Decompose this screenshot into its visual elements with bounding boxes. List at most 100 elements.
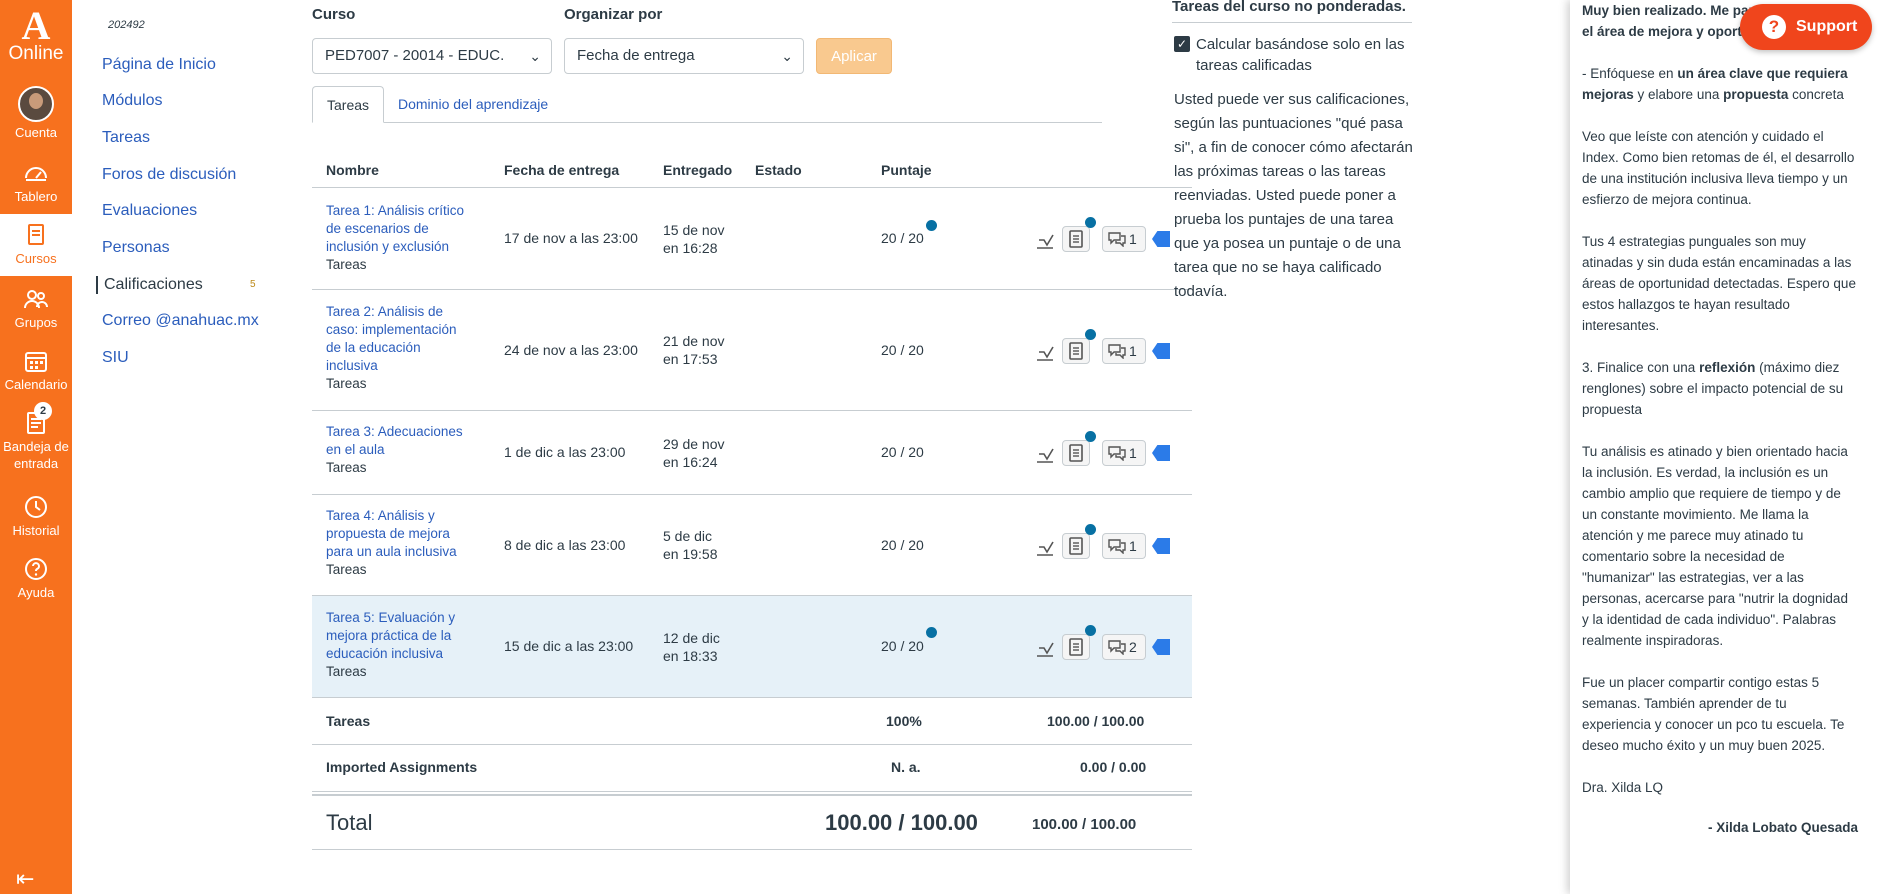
submission-details-button[interactable] bbox=[1062, 625, 1096, 660]
global-nav-label: Tablero bbox=[14, 189, 58, 204]
sort-select-label: Organizar por bbox=[564, 6, 663, 23]
submission-details-button[interactable] bbox=[1062, 217, 1096, 252]
assignment-link[interactable]: Tarea 5: Evaluación y mejora práctica de… bbox=[326, 610, 456, 661]
assignment-link[interactable]: Tarea 1: Análisis crítico de escenarios … bbox=[326, 203, 465, 254]
assignment-link[interactable]: Tarea 4: Análisis y propuesta de mejora … bbox=[326, 508, 457, 559]
comments-button[interactable]: 1 bbox=[1102, 440, 1146, 466]
group-percent: 100% bbox=[886, 713, 922, 729]
rubric-check-icon[interactable] bbox=[1034, 230, 1056, 252]
global-nav-courses[interactable]: Cursos bbox=[0, 214, 72, 276]
support-button[interactable]: ? Support bbox=[1740, 4, 1872, 50]
tab-assignments[interactable]: Tareas bbox=[312, 86, 385, 123]
logo-text: Online bbox=[8, 43, 64, 64]
global-nav-label: Historial bbox=[12, 523, 60, 538]
anahuac-online-logo[interactable]: A Online bbox=[0, 0, 72, 76]
sort-select[interactable]: Fecha de entrega ⌄ bbox=[564, 38, 804, 74]
assignment-name-cell: Tarea 2: Análisis de caso: implementació… bbox=[326, 303, 466, 393]
comment-text: (máximo diez renglones) sobre el impacto… bbox=[1582, 360, 1844, 417]
comments-button[interactable]: 2 bbox=[1102, 634, 1146, 660]
comment-tray-flag-icon[interactable] bbox=[1152, 445, 1170, 461]
calendar-icon bbox=[25, 352, 47, 372]
apply-button[interactable]: Aplicar bbox=[816, 38, 892, 74]
comment-tray-flag-icon[interactable] bbox=[1152, 639, 1170, 655]
tab-learning-mastery[interactable]: Dominio del aprendizaje bbox=[398, 96, 549, 112]
column-header-status[interactable]: Estado bbox=[755, 162, 802, 178]
clipboard-icon bbox=[1069, 342, 1083, 360]
table-row: Tarea 3: Adecuaciones en el aula Tareas … bbox=[312, 411, 1192, 495]
grades-sidebar: Tareas del curso no ponderadas. ✓ Calcul… bbox=[1172, 0, 1413, 300]
groups-icon bbox=[24, 290, 48, 309]
submitted-day: 5 de dic bbox=[663, 528, 713, 544]
graded-only-checkbox[interactable]: ✓ bbox=[1174, 36, 1190, 52]
comments-button[interactable]: 1 bbox=[1102, 533, 1146, 559]
course-nav-assignments[interactable]: Tareas bbox=[102, 129, 151, 146]
global-nav-help[interactable]: Ayuda bbox=[0, 556, 72, 601]
score-value[interactable]: 20 / 20 bbox=[881, 444, 924, 460]
course-nav-people[interactable]: Personas bbox=[102, 239, 170, 256]
column-header-score[interactable]: Puntaje bbox=[881, 162, 932, 178]
comment-paragraph: - Enfóquese en un área clave que requier… bbox=[1582, 63, 1858, 105]
course-nav-quizzes[interactable]: Evaluaciones bbox=[102, 202, 198, 219]
assignment-name-cell: Tarea 5: Evaluación y mejora práctica de… bbox=[326, 609, 466, 681]
global-nav-groups[interactable]: Grupos bbox=[0, 286, 72, 331]
comments-button[interactable]: 1 bbox=[1102, 338, 1146, 364]
course-nav-siu[interactable]: SIU bbox=[102, 349, 129, 366]
global-nav-account[interactable]: Cuenta bbox=[0, 86, 72, 141]
score-value[interactable]: 20 / 20 bbox=[881, 342, 924, 358]
global-nav-label: Bandeja de entrada bbox=[3, 439, 69, 471]
comments-button[interactable]: 1 bbox=[1102, 226, 1146, 252]
unread-dot bbox=[1085, 524, 1096, 535]
anahuac-logo-mark: A bbox=[21, 3, 51, 48]
submission-details-button[interactable] bbox=[1062, 431, 1096, 466]
submitted-day: 21 de nov bbox=[663, 333, 725, 349]
global-nav-dashboard[interactable]: Tablero bbox=[0, 160, 72, 205]
submitted-date: 5 de dic en 19:58 bbox=[663, 527, 718, 563]
comment-text: y elabore una bbox=[1633, 87, 1724, 102]
submitted-day: 12 de dic bbox=[663, 630, 720, 646]
inbox-unread-badge: 2 bbox=[34, 402, 52, 420]
course-nav-discussions[interactable]: Foros de discusión bbox=[102, 166, 237, 183]
clock-icon bbox=[25, 496, 47, 518]
rubric-check-icon[interactable] bbox=[1034, 638, 1056, 660]
collapse-nav-icon[interactable]: ⇤ bbox=[16, 866, 35, 891]
course-nav-grades[interactable]: Calificaciones 5 bbox=[96, 276, 256, 294]
global-nav-label: Grupos bbox=[14, 315, 58, 330]
column-header-submitted[interactable]: Entregado bbox=[663, 162, 733, 178]
comment-tray-flag-icon[interactable] bbox=[1152, 538, 1170, 554]
course-nav-modules[interactable]: Módulos bbox=[102, 92, 163, 109]
column-header-due[interactable]: Fecha de entrega bbox=[504, 162, 620, 178]
grades-table-header: Nombre Fecha de entrega Entregado Estado… bbox=[312, 158, 1192, 188]
graded-only-label[interactable]: Calcular basándose solo en las tareas ca… bbox=[1196, 36, 1405, 74]
due-date: 1 de dic a las 23:00 bbox=[504, 444, 626, 460]
assignment-category: Tareas bbox=[326, 257, 367, 272]
global-nav-inbox[interactable]: 2 Bandeja de entrada bbox=[0, 402, 72, 472]
comment-text: 3. Finalice con una bbox=[1582, 360, 1700, 375]
course-nav: 202492 Página de Inicio Módulos Tareas F… bbox=[72, 0, 272, 894]
global-nav-history[interactable]: Historial bbox=[0, 494, 72, 539]
comment-tray-flag-icon[interactable] bbox=[1152, 343, 1170, 359]
rubric-check-icon[interactable] bbox=[1034, 444, 1056, 466]
course-select[interactable]: PED7007 - 20014 - EDUC. ⌄ bbox=[312, 38, 552, 74]
sort-select-value: Fecha de entrega bbox=[577, 47, 695, 64]
submission-details-button[interactable] bbox=[1062, 524, 1096, 559]
score-value[interactable]: 20 / 20 bbox=[881, 638, 924, 654]
rubric-check-icon[interactable] bbox=[1034, 342, 1056, 364]
global-nav-calendar[interactable]: Calendario bbox=[0, 348, 72, 393]
score-value[interactable]: 20 / 20 bbox=[881, 230, 924, 246]
help-icon: ? bbox=[1762, 15, 1786, 39]
assignment-name-cell: Tarea 3: Adecuaciones en el aula Tareas bbox=[326, 423, 466, 477]
rubric-check-icon[interactable] bbox=[1034, 537, 1056, 559]
comment-tray-flag-icon[interactable] bbox=[1152, 231, 1170, 247]
due-date: 8 de dic a las 23:00 bbox=[504, 537, 626, 553]
course-nav-email[interactable]: Correo @anahuac.mx bbox=[102, 312, 259, 329]
comment-bold-text: un área clave que requiera mejoras bbox=[1582, 66, 1848, 102]
comment-icon bbox=[1108, 232, 1126, 247]
clipboard-icon bbox=[1069, 230, 1083, 248]
score-value[interactable]: 20 / 20 bbox=[881, 537, 924, 553]
column-header-name[interactable]: Nombre bbox=[326, 162, 379, 178]
submission-details-button[interactable] bbox=[1062, 329, 1096, 364]
assignment-link[interactable]: Tarea 2: Análisis de caso: implementació… bbox=[326, 304, 457, 373]
course-nav-home[interactable]: Página de Inicio bbox=[102, 56, 216, 73]
assignment-link[interactable]: Tarea 3: Adecuaciones en el aula bbox=[326, 424, 463, 457]
assignment-category: Tareas bbox=[326, 562, 367, 577]
